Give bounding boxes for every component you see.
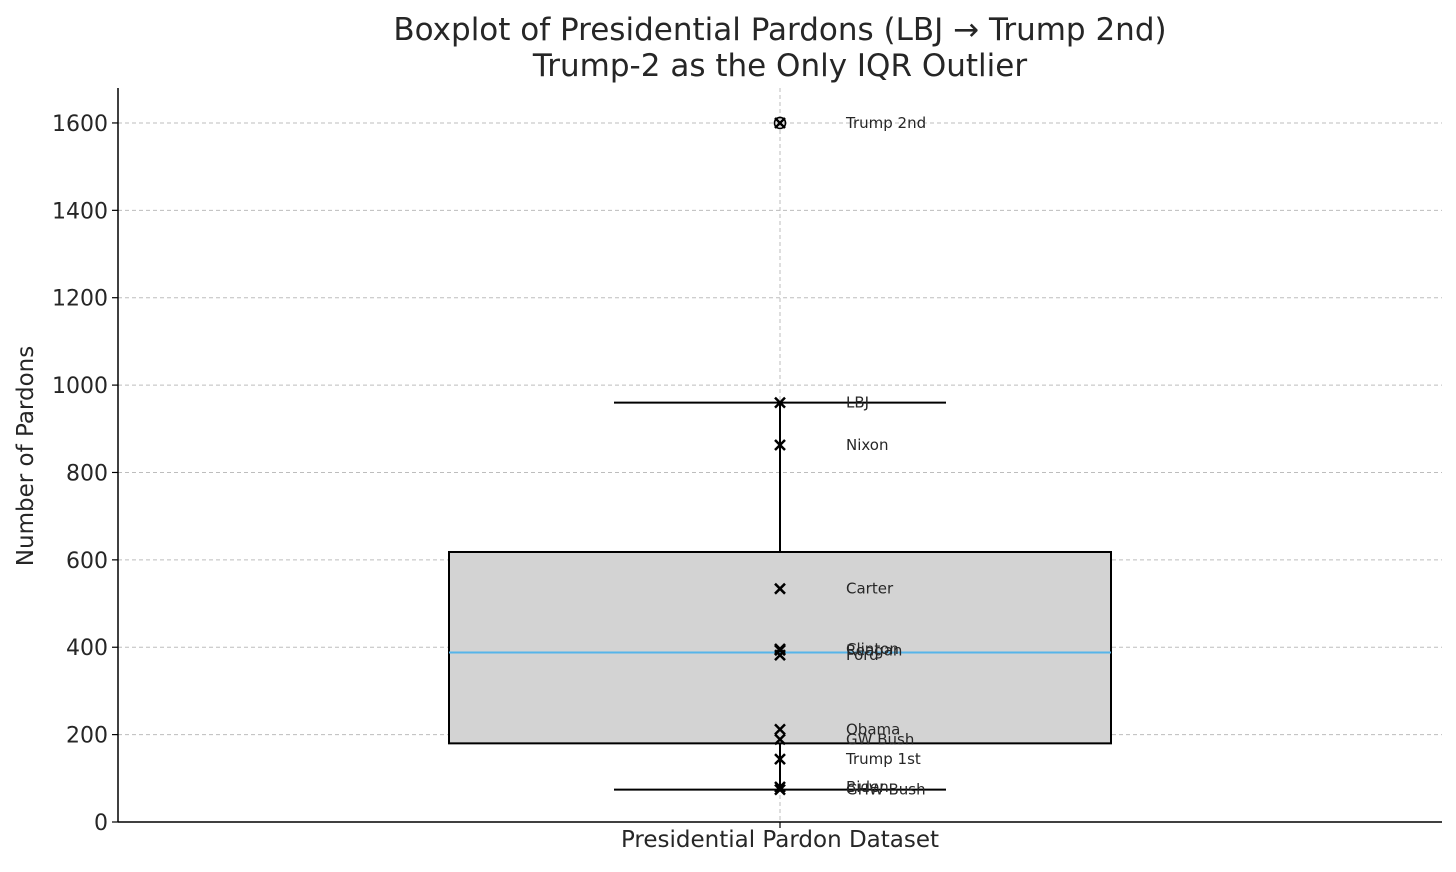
y-tick-label: 1000 [52, 374, 108, 399]
data-point-marker [774, 644, 786, 657]
data-point-marker [774, 439, 786, 451]
chart-subtitle: Trump-2 as the Only IQR Outlier [532, 48, 1027, 84]
x-axis-label: Presidential Pardon Dataset [621, 827, 939, 853]
data-point-label: Trump 2nd [845, 114, 926, 132]
y-axis-label: Number of Pardons [13, 346, 39, 566]
axes: 0 200 400 600 800 1000 1200 1400 1600 [52, 88, 1442, 836]
data-point-label: Ford [846, 646, 879, 664]
data-point-marker [774, 649, 786, 661]
data-point-label: GHW Bush [846, 781, 926, 799]
data-point-label: Carter [846, 580, 894, 598]
data-point-label: Biden [846, 778, 889, 796]
data-points: Trump 2nd LBJ Nixon Carter ClintonReaganFord… [774, 114, 926, 799]
data-point-label: Reagan [846, 641, 902, 659]
y-tick-label: 800 [66, 461, 108, 486]
y-tick-label: 600 [66, 549, 108, 574]
data-point-label: Obama [846, 720, 900, 738]
data-point-label: Nixon [846, 436, 889, 454]
data-point-label: Trump 1st [845, 750, 921, 768]
y-tick-label: 1400 [52, 199, 108, 224]
data-point-marker [774, 723, 786, 736]
data-point-marker [774, 733, 786, 746]
data-point-label: Clinton [846, 640, 899, 658]
y-tick-label: 400 [66, 636, 108, 661]
box-plot [448, 116, 1112, 791]
y-tick-label: 0 [94, 811, 108, 836]
y-tick-label: 1200 [52, 287, 108, 312]
data-point-marker [774, 781, 786, 793]
data-point-marker [774, 582, 786, 595]
y-tick-label: 200 [66, 724, 108, 749]
data-point-label: GW Bush [846, 730, 914, 748]
data-point-label: LBJ [846, 394, 869, 412]
y-tick-label: 1600 [52, 112, 108, 137]
outlier-marker [773, 116, 787, 130]
data-point-marker [774, 117, 786, 129]
data-point-marker [774, 753, 786, 765]
chart-title: Boxplot of Presidential Pardons (LBJ → T… [393, 12, 1166, 48]
data-point-marker [774, 783, 786, 796]
data-point-marker [774, 396, 786, 409]
